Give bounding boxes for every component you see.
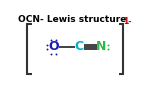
Text: 1-: 1- bbox=[123, 17, 132, 26]
Text: C: C bbox=[75, 40, 84, 53]
Text: N: N bbox=[96, 40, 106, 53]
Text: OCN- Lewis structure: OCN- Lewis structure bbox=[18, 15, 126, 24]
Text: O: O bbox=[48, 40, 59, 53]
